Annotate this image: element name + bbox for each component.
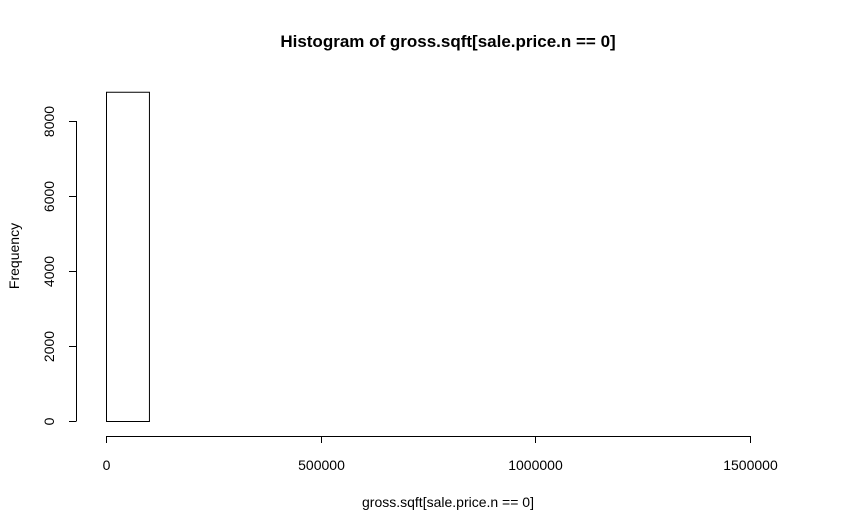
y-tick-label-4: 8000	[41, 106, 57, 137]
bars-group	[106, 91, 150, 422]
x-tick-label-0: 0	[103, 457, 111, 473]
chart-title: Histogram of gross.sqft[sale.price.n == …	[280, 32, 615, 51]
y-axis-label: Frequency	[6, 223, 22, 289]
x-tick-label-1: 500000	[298, 457, 345, 473]
x-tick-label-3: 1500000	[723, 457, 778, 473]
y-tick-label-1: 2000	[41, 331, 57, 362]
y-axis: 0 2000 4000 6000 8000	[41, 106, 77, 425]
y-tick-label-0: 0	[41, 417, 57, 425]
x-axis: 0 500000 1000000 1500000	[103, 436, 778, 473]
x-tick-label-2: 1000000	[508, 457, 563, 473]
x-axis-label: gross.sqft[sale.price.n == 0]	[362, 494, 534, 510]
y-tick-label-3: 6000	[41, 181, 57, 212]
y-tick-label-2: 4000	[41, 256, 57, 287]
histogram-bar-0	[106, 91, 150, 422]
